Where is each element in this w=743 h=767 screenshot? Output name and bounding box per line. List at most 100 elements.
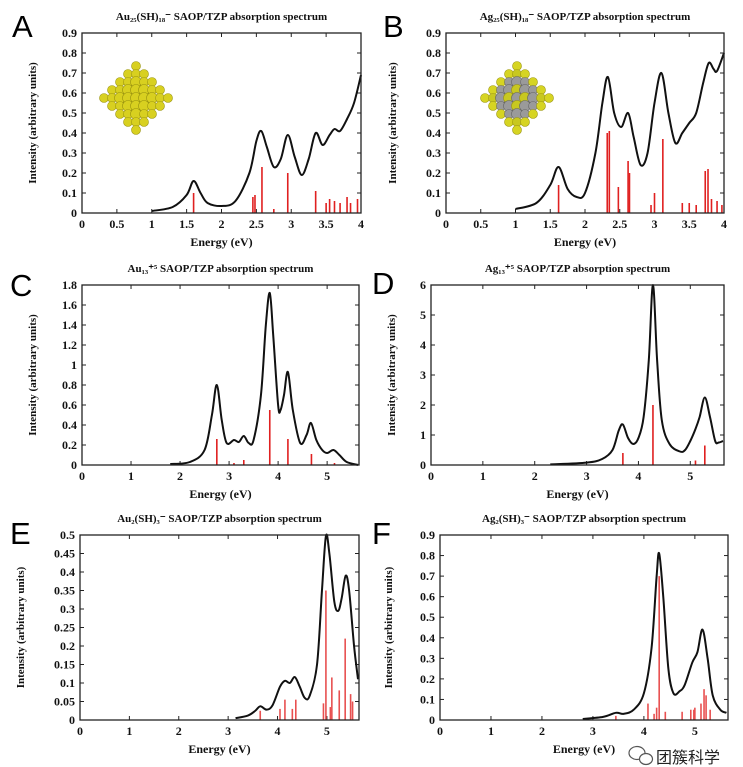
y-axis-label: Intensity (arbitrary units) [15, 566, 27, 688]
y-tick-label: 1.2 [62, 338, 77, 352]
molecule-structure-inset [99, 61, 173, 135]
y-tick-label: 0.4 [426, 126, 441, 140]
y-axis-label: Intensity (arbitrary units) [27, 62, 39, 184]
y-tick-label: 0 [71, 206, 77, 220]
y-axis-label: Intensity (arbitrary units) [27, 314, 39, 436]
panel-letter: F [372, 516, 391, 551]
panel-c: C Au₁₃⁺⁵ SAOP/TZP absorption spectrum Ener… [10, 263, 360, 501]
y-tick-label: 0.1 [420, 692, 435, 706]
y-tick-label: 0.5 [420, 610, 435, 624]
y-tick-label: 2 [420, 398, 426, 412]
y-tick-label: 0 [69, 713, 75, 727]
y-tick-label: 0.9 [420, 528, 435, 542]
x-tick-label: 1.5 [543, 217, 558, 231]
y-tick-label: 0 [429, 713, 435, 727]
y-tick-label: 1 [71, 358, 77, 372]
y-tick-label: 0.6 [420, 590, 435, 604]
x-tick-label: 4 [635, 469, 641, 483]
plot-frame [79, 534, 360, 721]
y-tick-label: 1.6 [62, 298, 77, 312]
x-tick-label: 4 [275, 724, 281, 738]
x-axis-label: Energy (eV) [190, 235, 252, 249]
y-tick-label: 0.3 [426, 146, 441, 160]
y-tick-label: 0.7 [62, 66, 77, 80]
y-tick-label: 0.2 [62, 166, 77, 180]
panel-a: A Au₂₅(SH)₁₈⁻ SAOP/TZP absorption spectru… [12, 9, 364, 249]
y-tick-label: 0.2 [62, 438, 77, 452]
y-tick-label: 0 [71, 458, 77, 472]
y-tick-label: 0.4 [62, 126, 77, 140]
x-tick-label: 3 [288, 217, 294, 231]
x-tick-label: 1 [126, 724, 132, 738]
panel-letter: A [12, 9, 33, 44]
y-tick-label: 0.7 [426, 66, 441, 80]
y-tick-label: 0.2 [426, 166, 441, 180]
x-tick-label: 4 [641, 724, 647, 738]
y-tick-label: 0.5 [426, 106, 441, 120]
y-tick-label: 0.6 [426, 86, 441, 100]
x-tick-label: 1 [513, 217, 519, 231]
x-tick-label: 4 [358, 217, 364, 231]
x-tick-label: 1 [488, 724, 494, 738]
y-tick-label: 0.8 [62, 378, 77, 392]
x-axis-label: Energy (eV) [189, 487, 251, 501]
x-axis-label: Energy (eV) [546, 487, 608, 501]
x-tick-label: 5 [692, 724, 698, 738]
x-tick-label: 5 [687, 469, 693, 483]
y-tick-label: 0.25 [54, 621, 75, 635]
x-tick-label: 3 [584, 469, 590, 483]
x-tick-label: 0.5 [473, 217, 488, 231]
y-tick-label: 0.1 [426, 186, 441, 200]
plot-frame [81, 284, 360, 466]
wechat-icon [628, 745, 654, 766]
x-tick-label: 3.5 [682, 217, 697, 231]
y-tick-label: 0.4 [420, 631, 435, 645]
y-tick-label: 0.9 [426, 26, 441, 40]
panel-b: B Ag₂₅(SH)₁₈⁻ SAOP/TZP absorption spectru… [383, 9, 727, 249]
x-tick-label: 3 [652, 217, 658, 231]
x-tick-label: 0 [428, 469, 434, 483]
y-tick-label: 0.1 [60, 676, 75, 690]
chart-title: Au₁₃⁺⁵ SAOP/TZP absorption spectrum [128, 263, 314, 275]
y-axis-label: Intensity (arbitrary units) [386, 314, 398, 436]
watermark: 团簇科学 [628, 745, 720, 767]
panel-letter: B [383, 9, 404, 44]
y-axis-label: Intensity (arbitrary units) [383, 566, 395, 688]
y-tick-label: 0.8 [420, 549, 435, 563]
spectrum-curve [170, 291, 359, 466]
y-tick-label: 0 [435, 206, 441, 220]
y-tick-label: 4 [420, 338, 426, 352]
y-tick-label: 0.7 [420, 569, 435, 583]
y-tick-label: 0.5 [60, 528, 75, 542]
y-tick-label: 0.4 [60, 565, 75, 579]
y-tick-label: 0 [420, 458, 426, 472]
y-tick-label: 0.1 [62, 186, 77, 200]
spectrum-curve [550, 283, 724, 466]
spectrum-curve [515, 52, 725, 210]
molecule-structure-inset [480, 61, 554, 135]
y-tick-label: 0.5 [62, 106, 77, 120]
plot-frame [439, 534, 729, 721]
chart-title: Ag₂₅(SH)₁₈⁻ SAOP/TZP absorption spectrum [480, 11, 691, 23]
panel-letter: C [10, 268, 32, 303]
x-axis-label: Energy (eV) [554, 235, 616, 249]
y-tick-label: 0.9 [62, 26, 77, 40]
x-axis-label: Energy (eV) [188, 742, 250, 756]
y-tick-label: 1.8 [62, 278, 77, 292]
panel-e: E Au₂(SH)₃⁻ SAOP/TZP absorption spectrum E… [10, 513, 360, 756]
chart-title: Ag₂(SH)₃⁻ SAOP/TZP absorption spectrum [482, 513, 686, 525]
x-tick-label: 2 [177, 469, 183, 483]
x-axis-label: Energy (eV) [553, 742, 615, 756]
x-tick-label: 2 [582, 217, 588, 231]
panel-letter: D [372, 266, 394, 301]
y-tick-label: 0.35 [54, 584, 75, 598]
y-tick-label: 0.6 [62, 86, 77, 100]
y-tick-label: 0.3 [60, 602, 75, 616]
x-tick-label: 2 [219, 217, 225, 231]
y-tick-label: 6 [420, 278, 426, 292]
plot-frame [430, 284, 725, 466]
y-axis-label: Intensity (arbitrary units) [387, 62, 399, 184]
x-tick-label: 3 [226, 469, 232, 483]
y-tick-label: 0.2 [420, 672, 435, 686]
